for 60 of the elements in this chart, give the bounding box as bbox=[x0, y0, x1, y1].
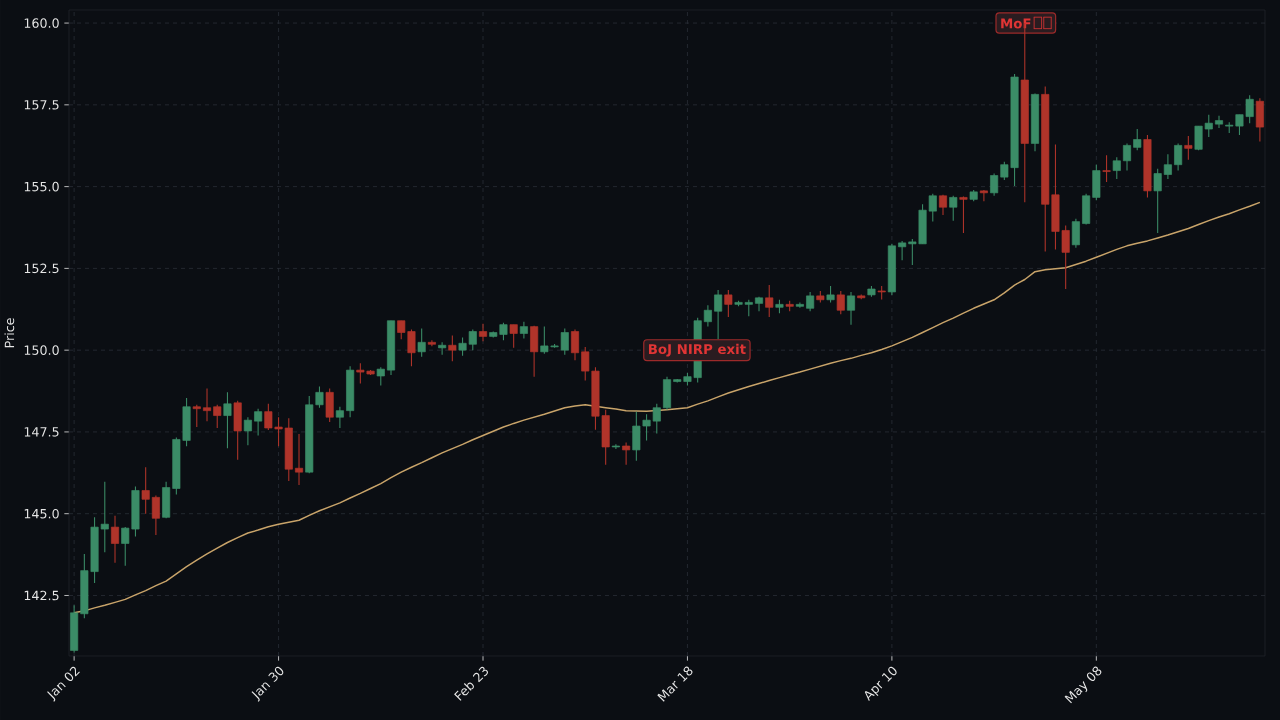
x-tick-label: Feb 23 bbox=[454, 666, 489, 701]
candlestick bbox=[1163, 153, 1172, 180]
y-tick-label: 157.5 bbox=[24, 100, 59, 110]
x-tick-label: Jan 02 bbox=[47, 666, 80, 702]
candlestick bbox=[110, 515, 120, 564]
candlestick bbox=[192, 404, 201, 428]
y-axis-title: Price bbox=[4, 318, 15, 348]
y-tick-label: 145.0 bbox=[24, 508, 59, 519]
candlestick bbox=[846, 291, 856, 326]
candlestick bbox=[438, 341, 447, 356]
candlestick bbox=[417, 328, 426, 358]
candlestick bbox=[335, 406, 344, 429]
candlestick bbox=[570, 329, 580, 361]
y-tick-label: 155.0 bbox=[24, 181, 59, 192]
candlestick bbox=[836, 290, 845, 315]
candlestick bbox=[1214, 115, 1224, 129]
x-tick-label: Apr 10 bbox=[864, 666, 897, 702]
candlestick bbox=[427, 339, 436, 347]
candlestick bbox=[448, 334, 457, 362]
y-tick-label: 152.5 bbox=[24, 263, 59, 274]
y-tick-label: 142.5 bbox=[24, 590, 59, 601]
candlestick bbox=[294, 433, 304, 486]
candlestick bbox=[141, 466, 150, 515]
candlestick bbox=[622, 441, 631, 466]
candlestick bbox=[806, 291, 815, 312]
candlestick bbox=[1102, 154, 1111, 183]
candlestick bbox=[478, 323, 488, 342]
y-tick-label: 150.0 bbox=[24, 345, 59, 355]
candlestick bbox=[714, 289, 723, 340]
candlestick bbox=[795, 301, 804, 309]
candlestick bbox=[898, 240, 907, 261]
x-tick-label: Jan 30 bbox=[251, 666, 284, 702]
candlestick bbox=[1133, 128, 1142, 151]
candlestick bbox=[724, 289, 733, 318]
candlestick bbox=[254, 408, 263, 437]
candlestick bbox=[243, 416, 252, 446]
x-tick-label: Mar 18 bbox=[657, 666, 693, 702]
candlestick bbox=[202, 387, 212, 422]
candlestick bbox=[979, 189, 988, 202]
candlestick bbox=[376, 366, 385, 387]
y-tick-label: 147.5 bbox=[24, 427, 59, 437]
candlestick bbox=[1184, 135, 1193, 161]
candlestick bbox=[703, 304, 712, 328]
candlestick bbox=[509, 324, 518, 349]
candlestick bbox=[1112, 156, 1121, 180]
candlestick bbox=[765, 284, 774, 318]
candlestick bbox=[1153, 168, 1162, 234]
candlestick bbox=[1174, 142, 1183, 172]
candlestick bbox=[959, 195, 968, 234]
candlestick bbox=[1071, 218, 1080, 249]
candlestick bbox=[990, 172, 999, 197]
y-tick-label: 160.0 bbox=[24, 18, 59, 28]
annotation: BoJ NIRP exit bbox=[648, 343, 746, 357]
candlestick bbox=[949, 195, 958, 222]
candlestick bbox=[754, 296, 764, 312]
annotation: MoF bbox=[1001, 18, 1031, 29]
candlestick bbox=[213, 404, 222, 429]
candlestick bbox=[1122, 142, 1132, 172]
candlestick bbox=[151, 494, 160, 536]
candlestick bbox=[223, 391, 232, 449]
